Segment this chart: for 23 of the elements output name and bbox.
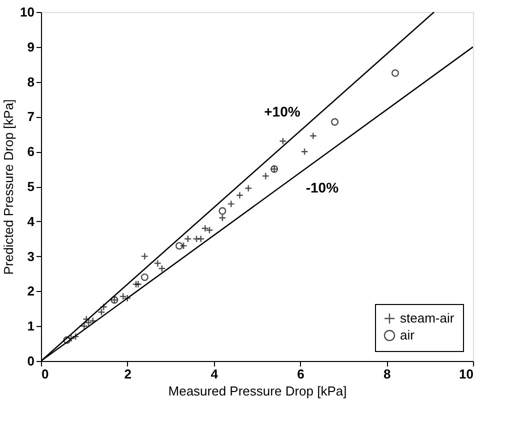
y-tick-label: 4 (27, 214, 36, 229)
y-tick-label: 2 (27, 284, 34, 299)
y-tick-label: 7 (27, 109, 34, 124)
x-tick-label: 10 (459, 366, 474, 382)
y-tick-label: 3 (27, 248, 34, 264)
x-tick-label: 2 (124, 366, 132, 382)
y-tick-label: 0 (27, 354, 34, 368)
x-tick-label: 4 (210, 366, 219, 382)
x-tick-label: 6 (297, 366, 304, 382)
x-tick-label: 0 (42, 366, 49, 382)
legend-label: steam-air (400, 310, 455, 326)
annotation: +10% (264, 104, 301, 120)
y-tick-label: 5 (27, 179, 34, 194)
x-tick-label: 8 (383, 366, 391, 382)
y-tick-label: 1 (27, 318, 34, 334)
x-axis-title: Measured Pressure Drop [kPa] (168, 384, 347, 398)
y-tick-label: 10 (20, 4, 34, 20)
legend-label: air (400, 328, 416, 342)
annotation: -10% (306, 180, 340, 196)
y-tick-label: 8 (27, 74, 34, 90)
y-axis-title: Predicted Pressure Drop [kPa] (1, 99, 16, 275)
y-tick-label: 6 (27, 144, 34, 160)
y-tick-label: 9 (27, 39, 34, 54)
